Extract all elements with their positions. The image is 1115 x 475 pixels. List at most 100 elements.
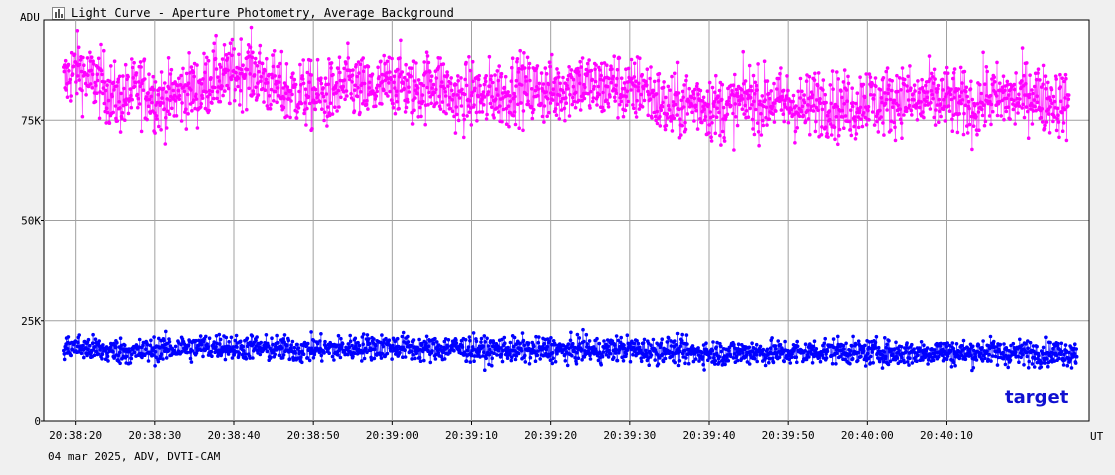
data-point [794, 355, 799, 360]
data-point [876, 345, 881, 350]
data-point [861, 82, 866, 87]
data-point [515, 59, 519, 64]
data-point [499, 352, 504, 357]
data-point [1043, 74, 1048, 78]
data-point [374, 344, 378, 348]
data-point [755, 359, 759, 364]
data-point [186, 81, 191, 85]
light-curve-chart-icon[interactable] [52, 6, 65, 20]
data-point [86, 73, 90, 77]
data-point [385, 59, 390, 64]
data-point [77, 333, 81, 337]
data-point [330, 112, 335, 116]
data-point [873, 340, 878, 345]
data-point [1038, 78, 1042, 82]
data-point [470, 59, 475, 64]
data-point [1001, 350, 1005, 355]
data-point [442, 357, 447, 361]
data-point [813, 71, 817, 76]
data-point [1061, 121, 1066, 125]
data-point [173, 99, 178, 103]
data-point [578, 108, 583, 112]
data-point [195, 63, 199, 67]
data-point [981, 339, 985, 343]
data-point [120, 116, 124, 121]
data-point [419, 114, 423, 119]
data-point [449, 76, 454, 80]
data-point [93, 345, 97, 349]
data-point [454, 341, 459, 346]
data-point [942, 104, 947, 109]
data-point [366, 64, 371, 69]
data-point [630, 77, 634, 81]
data-point [321, 94, 326, 99]
data-point [960, 98, 965, 102]
data-point [209, 349, 214, 354]
data-point [828, 83, 833, 87]
data-point [536, 340, 541, 345]
data-point [489, 74, 494, 78]
data-point [309, 330, 313, 334]
data-point [115, 84, 119, 88]
data-point [429, 79, 433, 83]
data-point [973, 355, 978, 360]
data-point [228, 41, 233, 45]
data-point [772, 120, 777, 124]
data-point [285, 114, 289, 118]
data-point [561, 75, 565, 80]
data-point [515, 57, 520, 61]
data-point [583, 85, 587, 90]
data-point [500, 119, 504, 124]
data-point [610, 67, 614, 71]
data-point [346, 41, 350, 45]
data-point [816, 108, 820, 113]
data-point [806, 350, 810, 355]
data-point [423, 122, 428, 127]
data-point [721, 105, 726, 110]
data-point [281, 105, 286, 110]
data-point [147, 72, 151, 76]
data-point [137, 80, 141, 84]
data-point [654, 118, 658, 123]
data-point [836, 142, 840, 147]
data-point [701, 95, 706, 100]
data-point [651, 337, 656, 342]
data-point [568, 338, 573, 343]
data-point [906, 98, 911, 102]
data-point [512, 110, 517, 114]
data-point [599, 363, 603, 367]
data-point [1056, 113, 1060, 118]
data-point [384, 91, 388, 96]
data-point [292, 345, 297, 350]
data-point [226, 68, 230, 73]
data-point [836, 133, 841, 138]
data-point [666, 103, 671, 108]
data-point [735, 358, 740, 363]
data-point [661, 85, 666, 90]
data-point [617, 56, 622, 60]
data-point [741, 351, 745, 355]
data-point [588, 357, 593, 361]
data-point [227, 340, 231, 344]
data-point [529, 104, 534, 109]
data-point [995, 60, 999, 65]
data-point [389, 77, 394, 82]
data-point [350, 73, 355, 77]
data-point [768, 346, 773, 351]
data-point [910, 361, 915, 365]
data-point [485, 336, 489, 341]
data-point [883, 354, 888, 359]
data-point [904, 109, 909, 114]
data-point [696, 346, 700, 350]
data-point [949, 97, 954, 102]
data-point [1060, 110, 1064, 115]
data-point [430, 86, 434, 90]
data-point [726, 99, 731, 103]
data-point [930, 71, 934, 76]
data-point [445, 73, 450, 78]
data-point [664, 95, 668, 100]
data-point [144, 95, 148, 99]
data-point [495, 69, 500, 73]
data-point [563, 81, 568, 85]
